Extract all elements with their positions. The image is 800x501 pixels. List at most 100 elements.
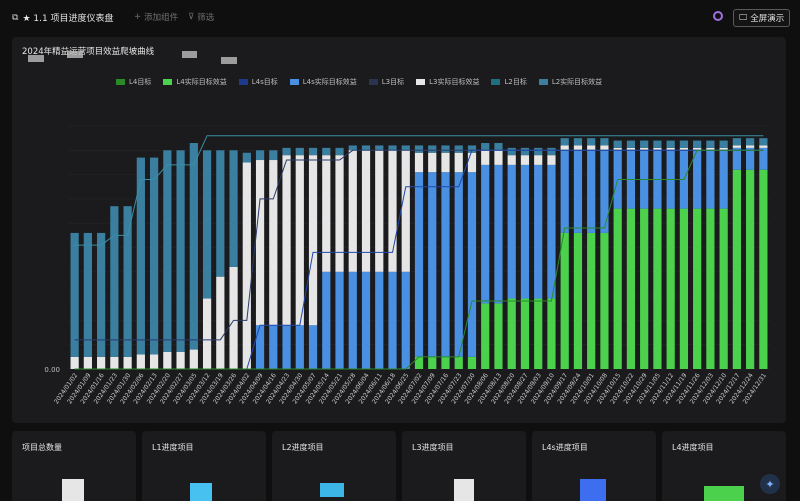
bar-l4[interactable] bbox=[613, 208, 622, 369]
bar-l3[interactable] bbox=[454, 152, 463, 173]
bar-l4s[interactable] bbox=[401, 271, 410, 369]
bar-l4[interactable] bbox=[454, 356, 463, 369]
bar-l4s[interactable] bbox=[719, 150, 728, 209]
bar-l2[interactable] bbox=[163, 150, 172, 352]
bar-l3[interactable] bbox=[401, 150, 410, 272]
bar-l3[interactable] bbox=[587, 145, 596, 151]
bar-l3[interactable] bbox=[97, 356, 106, 369]
bar-l2[interactable] bbox=[520, 147, 530, 156]
bar-l2[interactable] bbox=[255, 150, 265, 161]
bar-l3[interactable] bbox=[282, 155, 291, 326]
bar-l4s[interactable] bbox=[693, 150, 702, 209]
bar-l3[interactable] bbox=[189, 349, 198, 369]
bar-l2[interactable] bbox=[189, 143, 198, 350]
bar-l4[interactable] bbox=[428, 356, 437, 369]
filter-button[interactable]: ⊽ 筛选 bbox=[188, 11, 214, 23]
bar-l2[interactable] bbox=[679, 140, 689, 148]
bar-l4s[interactable] bbox=[308, 325, 318, 369]
bar-l3[interactable] bbox=[626, 147, 636, 151]
bar-l4[interactable] bbox=[467, 356, 477, 369]
settings-icon[interactable] bbox=[713, 11, 723, 21]
bar-l4s[interactable] bbox=[322, 271, 331, 369]
bar-l3[interactable] bbox=[600, 145, 609, 151]
bar-l2[interactable] bbox=[123, 206, 132, 357]
bar-l2[interactable] bbox=[759, 138, 768, 146]
bar-l2[interactable] bbox=[573, 138, 583, 146]
bar-l3[interactable] bbox=[613, 147, 622, 151]
bar-l3[interactable] bbox=[481, 150, 490, 165]
bar-l2[interactable] bbox=[600, 138, 609, 146]
bar-l4[interactable] bbox=[494, 303, 503, 369]
bar-l2[interactable] bbox=[176, 150, 185, 352]
bar-l3[interactable] bbox=[679, 147, 689, 151]
bar-l3[interactable] bbox=[428, 152, 437, 173]
bar-l3[interactable] bbox=[441, 152, 450, 173]
bar-l4[interactable] bbox=[640, 208, 649, 369]
bar-l2[interactable] bbox=[666, 140, 675, 148]
bar-l3[interactable] bbox=[176, 351, 185, 369]
bar-l2[interactable] bbox=[229, 150, 238, 267]
bar-l4[interactable] bbox=[414, 356, 424, 369]
ai-assistant-button[interactable]: ✦ bbox=[760, 474, 780, 494]
bar-l4s[interactable] bbox=[560, 150, 569, 233]
bar-l3[interactable] bbox=[375, 150, 384, 272]
bar-l2[interactable] bbox=[587, 138, 596, 146]
bar-l4s[interactable] bbox=[282, 325, 291, 369]
fullscreen-button[interactable]: 🖵 全屏演示 bbox=[733, 9, 791, 27]
bar-l4[interactable] bbox=[587, 232, 596, 369]
bar-l3[interactable] bbox=[560, 145, 569, 151]
bar-l2[interactable] bbox=[507, 147, 516, 156]
bar-l3[interactable] bbox=[520, 155, 530, 165]
legend-item[interactable]: L4s实际目标效益 bbox=[289, 77, 357, 87]
bar-l2[interactable] bbox=[732, 138, 741, 146]
bar-l2[interactable] bbox=[361, 145, 371, 151]
bar-l2[interactable] bbox=[653, 140, 662, 148]
bar-l4[interactable] bbox=[653, 208, 662, 369]
bar-l2[interactable] bbox=[428, 145, 437, 153]
bar-l2[interactable] bbox=[613, 140, 622, 148]
bar-l4s[interactable] bbox=[428, 172, 437, 357]
bar-l2[interactable] bbox=[454, 145, 463, 153]
bar-l4s[interactable] bbox=[759, 147, 768, 170]
bar-l4[interactable] bbox=[600, 232, 609, 369]
bar-l4s[interactable] bbox=[534, 164, 543, 299]
bar-l4s[interactable] bbox=[454, 172, 463, 357]
bar-l3[interactable] bbox=[706, 147, 715, 151]
metric-card[interactable]: L2进度项目 bbox=[272, 431, 396, 501]
bar-l2[interactable] bbox=[70, 232, 79, 357]
bar-l3[interactable] bbox=[666, 147, 675, 151]
bar-l3[interactable] bbox=[110, 356, 119, 369]
bar-l3[interactable] bbox=[746, 145, 755, 148]
bar-l4[interactable] bbox=[520, 298, 530, 369]
bar-l4[interactable] bbox=[719, 208, 728, 369]
legend-item[interactable]: L3实际目标效益 bbox=[416, 77, 479, 87]
bar-l4[interactable] bbox=[759, 169, 768, 369]
bar-l4s[interactable] bbox=[255, 325, 265, 369]
bar-l4s[interactable] bbox=[573, 150, 583, 233]
bar-l3[interactable] bbox=[732, 145, 741, 148]
bar-l2[interactable] bbox=[202, 150, 212, 299]
legend-item[interactable]: L4目标 bbox=[116, 77, 151, 87]
bar-l3[interactable] bbox=[202, 298, 212, 369]
bar-l4s[interactable] bbox=[441, 172, 450, 357]
add-widget-button[interactable]: + 添加组件 bbox=[134, 11, 178, 23]
bar-l4[interactable] bbox=[679, 208, 689, 369]
bar-l2[interactable] bbox=[149, 157, 159, 355]
bar-l4s[interactable] bbox=[746, 147, 755, 170]
bar-l3[interactable] bbox=[388, 150, 397, 272]
metric-card[interactable]: L1进度项目 bbox=[142, 431, 266, 501]
bar-l3[interactable] bbox=[335, 155, 344, 272]
bar-l4s[interactable] bbox=[507, 164, 516, 299]
bar-l3[interactable] bbox=[149, 354, 159, 369]
bar-l3[interactable] bbox=[494, 150, 503, 165]
bar-l4[interactable] bbox=[481, 303, 490, 369]
metric-card[interactable]: 项目总数量 bbox=[12, 431, 136, 501]
bar-l4s[interactable] bbox=[388, 271, 397, 369]
bar-l4[interactable] bbox=[626, 208, 636, 369]
bar-l2[interactable] bbox=[216, 150, 225, 277]
bar-l2[interactable] bbox=[626, 140, 636, 148]
bar-l4[interactable] bbox=[666, 208, 675, 369]
bar-l4s[interactable] bbox=[600, 150, 609, 233]
bar-l2[interactable] bbox=[534, 147, 543, 156]
bar-l3[interactable] bbox=[467, 152, 477, 173]
